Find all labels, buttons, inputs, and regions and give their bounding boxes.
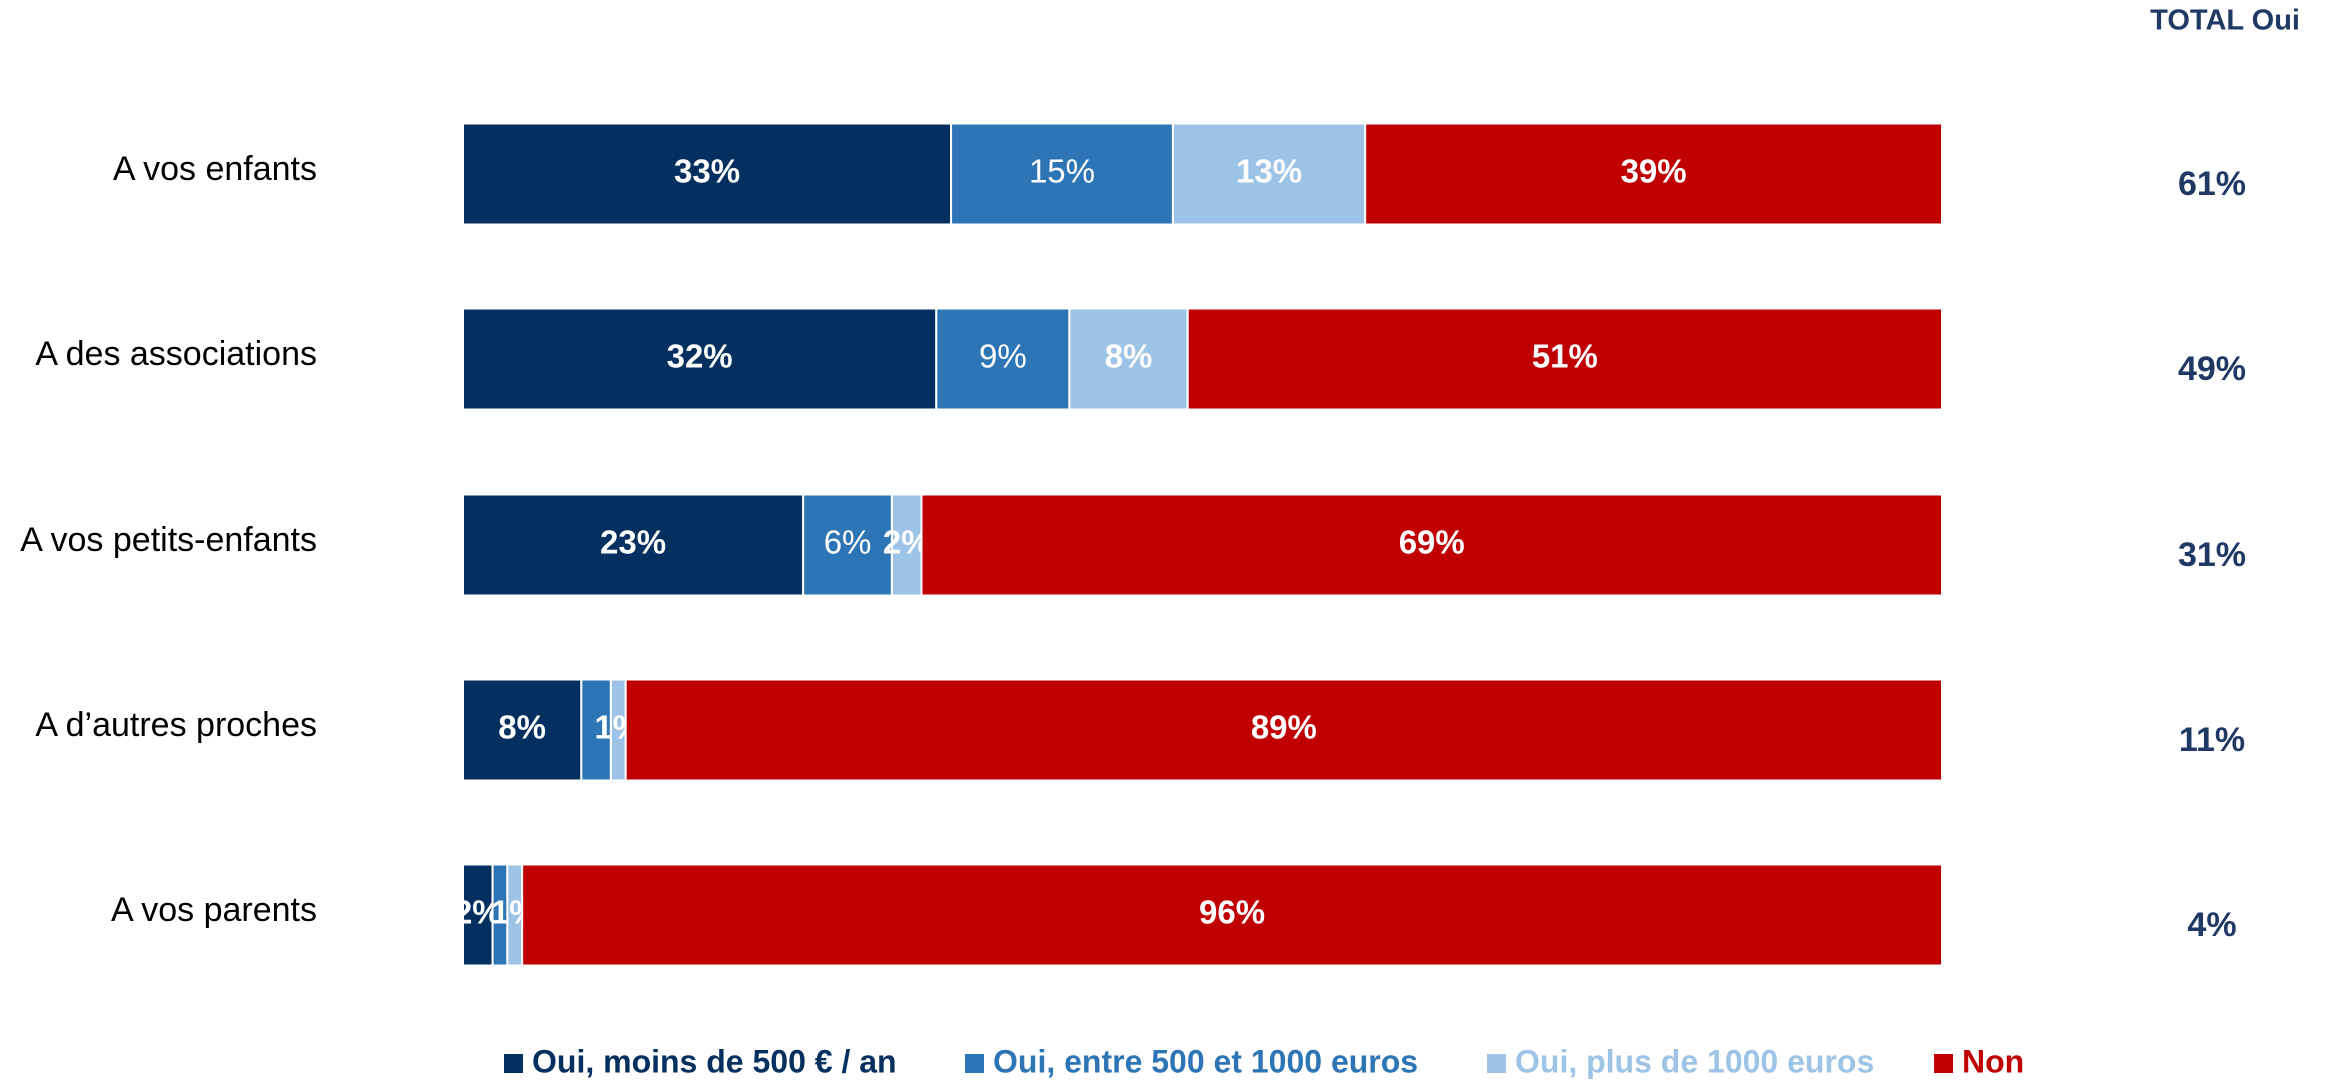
bar-segment	[462, 307, 938, 411]
legend-label: Non	[1962, 1043, 2024, 1079]
value-label: 33%	[674, 153, 740, 190]
bar-segment	[1186, 307, 1943, 411]
value-label: 23%	[600, 524, 666, 561]
legend-label: Oui, plus de 1000 euros	[1515, 1043, 1874, 1079]
legend-swatch	[504, 1054, 523, 1073]
legend-label: Oui, moins de 500 € / an	[532, 1043, 897, 1079]
total-label: 11%	[2179, 721, 2245, 759]
bar-segment	[462, 863, 494, 967]
bar-segment	[624, 678, 1944, 782]
value-label: 32%	[667, 338, 733, 375]
category-label: A des associations	[35, 335, 317, 373]
total-label: 49%	[2178, 350, 2246, 388]
bar-segment	[802, 493, 893, 597]
value-label: 89%	[1251, 709, 1317, 746]
bar-segment	[521, 863, 1943, 967]
bar-segment	[462, 678, 583, 782]
bar-segment	[1364, 122, 1943, 226]
bar-segment	[1171, 122, 1367, 226]
value-label: 8%	[498, 709, 546, 746]
legend-swatch	[1487, 1054, 1506, 1073]
total-label: 61%	[2178, 165, 2246, 203]
bar-segment	[950, 122, 1174, 226]
category-label: A vos enfants	[113, 150, 317, 188]
total-label: 4%	[2187, 906, 2236, 944]
category-label: A d’autres proches	[35, 706, 317, 744]
category-label: A vos petits-enfants	[20, 521, 317, 559]
totals-title: TOTAL Oui	[2150, 5, 2300, 37]
bar-segment	[920, 493, 1943, 597]
total-label: 31%	[2178, 536, 2246, 574]
bar-segment	[580, 678, 612, 782]
bar-segment	[462, 122, 953, 226]
value-label: 8%	[1105, 338, 1153, 375]
bar-segment	[1068, 307, 1189, 411]
value-label: 15%	[1029, 153, 1095, 190]
value-label: 9%	[979, 338, 1027, 375]
bar-segment	[935, 307, 1071, 411]
legend-label: Oui, entre 500 et 1000 euros	[993, 1043, 1418, 1079]
value-label: 39%	[1621, 153, 1687, 190]
value-label: 51%	[1532, 338, 1598, 375]
value-label: 6%	[824, 524, 872, 561]
legend-swatch	[965, 1054, 984, 1073]
bar-segment	[462, 493, 805, 597]
value-label: 96%	[1199, 894, 1265, 931]
value-label: 69%	[1399, 524, 1465, 561]
category-label: A vos parents	[111, 891, 317, 929]
value-label: 13%	[1236, 153, 1302, 190]
legend-swatch	[1934, 1054, 1953, 1073]
